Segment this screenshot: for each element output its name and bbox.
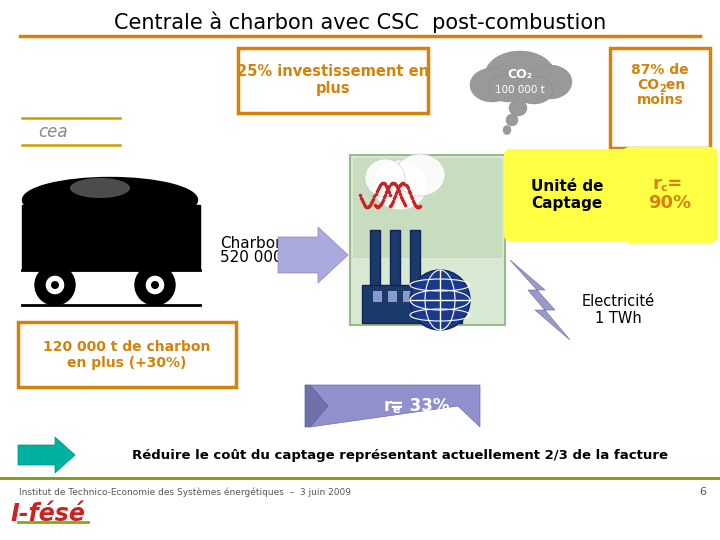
Circle shape [135,265,175,305]
Circle shape [145,275,165,295]
FancyBboxPatch shape [610,48,710,148]
Text: 6: 6 [700,487,706,497]
Ellipse shape [22,178,197,222]
Circle shape [410,270,470,330]
Ellipse shape [506,114,518,126]
Ellipse shape [528,65,572,99]
Text: CO: CO [637,78,659,92]
Ellipse shape [509,100,527,116]
Polygon shape [18,437,75,473]
Text: en: en [661,78,685,92]
Text: c: c [661,183,667,193]
Text: cea: cea [38,123,68,141]
Text: 120 000 t de charbon
en plus (+30%): 120 000 t de charbon en plus (+30%) [43,340,211,370]
Text: Electricité
1 TWh: Electricité 1 TWh [582,294,654,326]
Bar [370,230,380,285]
Polygon shape [510,260,570,340]
Text: Charbon: Charbon [220,235,284,251]
Text: = 33%: = 33% [390,397,450,415]
Text: 2: 2 [660,84,667,94]
Circle shape [45,275,65,295]
Bar [410,230,420,285]
Bar [390,230,400,285]
Bar [388,291,396,301]
FancyBboxPatch shape [622,147,718,243]
Ellipse shape [70,178,130,198]
Text: e: e [392,405,400,415]
Polygon shape [310,385,480,427]
Bar [418,291,426,301]
Ellipse shape [395,154,445,196]
Text: Centrale à charbon avec CSC  post-combustion: Centrale à charbon avec CSC post-combust… [114,11,606,33]
Text: Institut de Technico-Economie des Systèmes énergétiques  –  3 juin 2009: Institut de Technico-Economie des Systèm… [19,487,351,497]
Text: moins: moins [636,93,683,107]
Circle shape [51,281,59,289]
Text: 25% investissement en
plus: 25% investissement en plus [237,64,429,96]
Ellipse shape [515,76,553,104]
Text: 520 000 t: 520 000 t [220,251,294,266]
Text: CO₂: CO₂ [508,69,533,82]
Text: 87% de: 87% de [631,63,689,77]
Bar [403,291,411,301]
Ellipse shape [365,159,405,197]
Bar [373,291,381,301]
Ellipse shape [503,125,511,134]
Text: =: = [662,175,683,193]
Bar [433,291,441,301]
Bar [362,285,462,323]
FancyBboxPatch shape [18,322,236,387]
Text: Unité de
Captage: Unité de Captage [531,179,603,211]
FancyBboxPatch shape [353,158,502,258]
Text: r: r [384,397,392,415]
Text: r: r [652,175,662,193]
Text: 100 000 t: 100 000 t [495,85,545,95]
Circle shape [151,281,159,289]
FancyBboxPatch shape [238,48,428,113]
Text: 90%: 90% [649,194,692,212]
Text: I-fésé: I-fésé [11,502,86,526]
Polygon shape [305,385,328,427]
Ellipse shape [470,68,514,102]
Ellipse shape [372,160,428,210]
Circle shape [35,265,75,305]
FancyBboxPatch shape [350,155,505,325]
Ellipse shape [485,51,555,99]
Ellipse shape [489,74,527,102]
FancyBboxPatch shape [504,149,631,241]
Polygon shape [278,227,348,283]
Polygon shape [22,205,200,270]
Text: Réduire le coût du captage représentant actuellement 2/3 de la facture: Réduire le coût du captage représentant … [132,449,668,462]
